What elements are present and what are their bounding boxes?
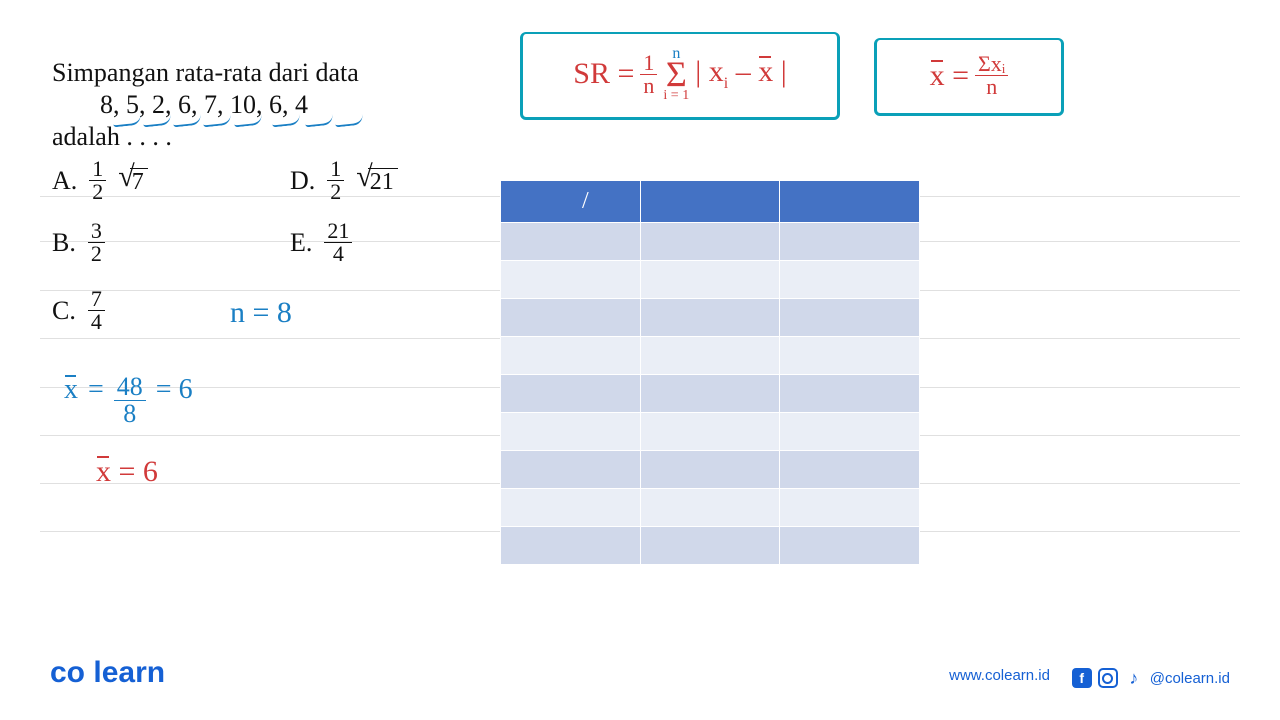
logo-part: learn: [93, 656, 165, 689]
sr-lhs: SR =: [573, 57, 634, 91]
footer-url: www.colearn.id: [949, 667, 1050, 684]
table-row: [501, 451, 920, 489]
frac-num: 1: [327, 158, 344, 181]
table-row: [501, 261, 920, 299]
frac-num: Σxᵢ: [975, 53, 1008, 76]
underline-mark: [272, 115, 301, 128]
underline-mark: [335, 115, 364, 128]
frac-den: 8: [120, 401, 139, 427]
table-row: [501, 375, 920, 413]
xbar-symbol: x: [96, 455, 111, 489]
option-a: A. 12 √7: [52, 158, 148, 203]
frac-den: n: [983, 76, 1000, 98]
mean-lhs: x =: [930, 59, 969, 93]
frac-num: 48: [114, 374, 146, 401]
option-b: B. 32: [52, 220, 105, 265]
sigma-icon: n Σ i = 1: [663, 46, 689, 103]
equals: =: [88, 374, 104, 406]
sigma-lower: i = 1: [663, 89, 689, 103]
sr-body: | xi – x |: [695, 55, 786, 93]
option-d: D. 12 √21: [290, 158, 398, 203]
social-handle: @colearn.id: [1150, 670, 1230, 687]
frac-num: 1: [89, 158, 106, 181]
tiktok-icon: ♪: [1124, 668, 1144, 688]
xbar-symbol: x: [64, 374, 78, 406]
header-slash: /: [552, 188, 589, 214]
option-label: D.: [290, 166, 315, 196]
instagram-icon: [1098, 668, 1118, 688]
table-header-cell: [640, 181, 780, 223]
option-label: E.: [290, 228, 312, 258]
underline-mark: [234, 115, 263, 128]
underline-mark: [203, 115, 232, 128]
table-header-cell: /: [501, 181, 641, 223]
handwriting-xbar-result: x = 6: [96, 455, 158, 489]
logo-part: co: [50, 656, 85, 689]
frac-num: 3: [88, 220, 105, 243]
equals-result: = 6: [156, 374, 193, 406]
underline-mark: [305, 115, 334, 128]
frac-den: n: [640, 75, 657, 97]
footer-social: f ♪ @colearn.id: [1072, 668, 1230, 688]
handwriting-n: n = 8: [230, 296, 292, 330]
table-row: [501, 527, 920, 565]
facebook-icon: f: [1072, 668, 1092, 688]
table-row: [501, 299, 920, 337]
brand-logo: co learn: [50, 656, 165, 690]
frac-num: 7: [88, 288, 105, 311]
sqrt-arg: 7: [130, 168, 148, 196]
question-line-3: adalah . . . .: [52, 122, 172, 152]
option-label: A.: [52, 166, 77, 196]
work-table: /: [500, 180, 920, 565]
option-label: B.: [52, 228, 76, 258]
frac-den: 2: [88, 243, 105, 265]
question-line-1: Simpangan rata-rata dari data: [52, 58, 359, 88]
option-label: C.: [52, 296, 76, 326]
handwriting-xbar-calc: x = 488 = 6: [64, 374, 193, 427]
frac-num: 21: [324, 220, 352, 243]
table-row: [501, 337, 920, 375]
frac-den: 2: [89, 181, 106, 203]
frac-den: 4: [330, 243, 347, 265]
underline-mark: [173, 115, 202, 128]
frac-den: 4: [88, 311, 105, 333]
formula-box-mean: x = Σxᵢn: [874, 38, 1064, 116]
table-row: [501, 223, 920, 261]
sqrt-arg: 21: [368, 168, 398, 196]
table-header-cell: [780, 181, 920, 223]
option-e: E. 214: [290, 220, 352, 265]
frac-den: 2: [327, 181, 344, 203]
page-root: Simpangan rata-rata dari data 8, 5, 2, 6…: [0, 0, 1280, 720]
option-c: C. 74: [52, 288, 105, 333]
table-row: [501, 489, 920, 527]
frac-num: 1: [640, 52, 657, 75]
formula-box-sr: SR = 1n n Σ i = 1 | xi – x |: [520, 32, 840, 120]
table-row: [501, 413, 920, 451]
